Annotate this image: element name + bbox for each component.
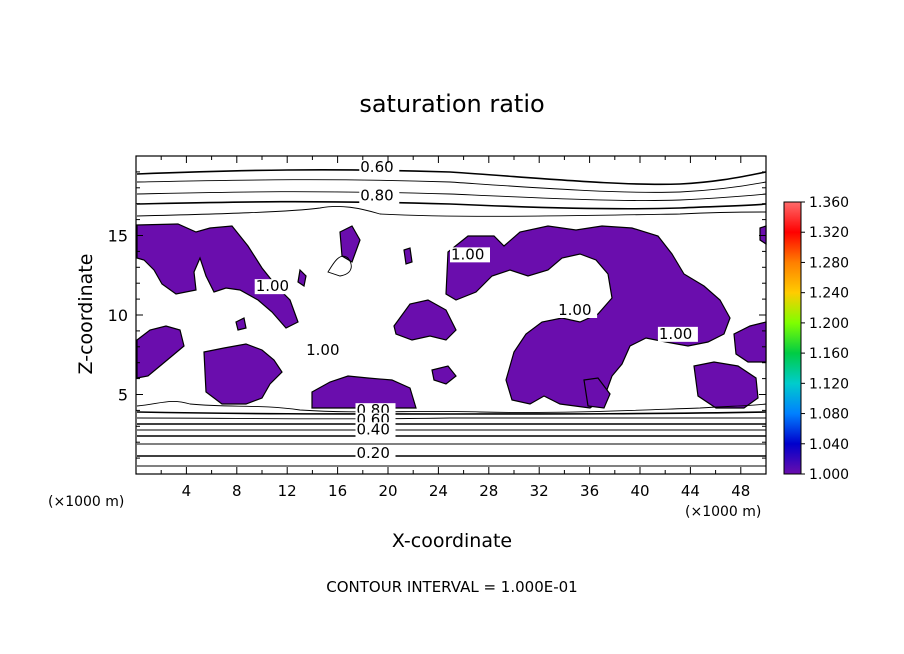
colorbar-label: 1.360 [809,195,849,211]
x-unit-right: (×1000 m) [685,504,761,520]
region-small-e [235,317,247,331]
x-tick-label: 36 [580,482,599,500]
x-tick-label: 32 [530,482,549,500]
x-axis: 4 8 12 16 20 24 28 32 36 40 44 48 [160,156,750,500]
contour-label-bg [355,422,396,438]
contour-label: 0.40 [357,420,390,438]
colorbar-label: 1.080 [809,407,849,423]
x-tick-label: 40 [630,482,649,500]
colorbar-label: 1.280 [809,255,849,271]
contour-labels: 0.600.801.001.001.001.001.000.800.600.40… [254,158,698,462]
region-small-b [297,268,307,287]
colorbar-label: 1.000 [809,467,849,483]
region-centre-low [311,375,417,409]
contour-lines [136,169,767,467]
plot-area [135,155,767,475]
x-axis-label: X-coordinate [392,530,512,552]
contour-label-bg [305,342,346,358]
x-tick-label: 12 [278,482,297,500]
contour-label-bg [254,279,295,295]
x-tick-label: 8 [232,482,242,500]
contour-label: 1.00 [659,325,692,343]
colorbar-label: 1.200 [809,316,849,332]
contour-label-bg [557,303,598,318]
x-tick-label: 44 [681,482,700,500]
region-left-mid [203,343,283,405]
colorbar: 1.360 1.320 1.280 1.240 1.200 1.160 1.120 1.080… [783,195,849,483]
contour-label: 1.00 [256,277,289,295]
y-axis: 5 10 15 [108,171,766,459]
contour-label-bg [359,188,400,204]
y-axis-label: Z-coordinate [75,254,97,375]
x-tick-label: 4 [182,482,192,500]
colorbar-label: 1.240 [809,286,849,302]
contour-label-bg [359,159,400,175]
region-small-a [339,225,361,263]
contour-label: 1.00 [451,245,484,263]
region-centre-small [431,365,457,385]
contour-label-bg [450,247,490,263]
contour-interval-note: CONTOUR INTERVAL = 1.000E-01 [326,578,577,596]
x-unit-left: (×1000 m) [48,494,124,510]
contour-label: 0.80 [360,187,393,205]
region-left-upper [136,223,299,329]
x-tick-label: 20 [378,482,397,500]
colorbar-label: 1.320 [809,225,849,241]
chart-title: saturation ratio [359,90,544,118]
contour-label-bg [657,326,698,342]
x-tick-label: 28 [479,482,498,500]
colorbar-label: 1.160 [809,346,849,362]
colorbar-label: 1.120 [809,376,849,392]
x-tick-label: 48 [731,482,750,500]
region-right-main [445,225,731,409]
region-right-low [693,361,759,409]
region-small-c [403,247,413,265]
contour-label: 0.60 [360,158,393,176]
contour-label-bg [355,446,396,462]
contour-label: 0.20 [357,444,390,462]
y-tick-label: 10 [108,306,128,325]
colorbar-label: 1.040 [809,437,849,453]
y-tick-label: 15 [108,227,128,246]
colorbar-gradient [783,201,802,475]
contour-label: 1.00 [558,301,591,319]
contour-label: 1.00 [306,341,339,359]
region-left-lower [136,325,185,379]
region-right-edge [733,321,767,363]
supersaturation-regions [136,223,767,409]
x-tick-label: 24 [429,482,448,500]
y-tick-label: 5 [118,386,128,405]
x-tick-label: 16 [328,482,347,500]
region-small-d [583,377,611,409]
region-centre-mid [393,299,457,341]
